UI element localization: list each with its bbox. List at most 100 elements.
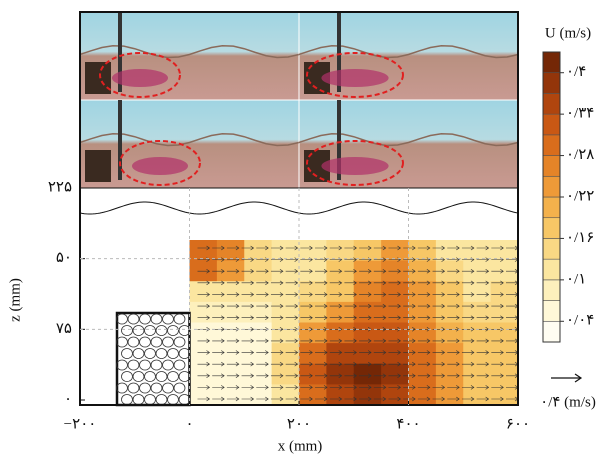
contour-cell	[435, 343, 464, 365]
rod	[118, 12, 122, 92]
velocity-arrow	[403, 361, 416, 367]
velocity-arrow	[344, 350, 357, 355]
velocity-arrow	[476, 315, 490, 320]
velocity-arrow	[329, 315, 343, 320]
velocity-arrow	[315, 292, 328, 297]
velocity-arrow	[461, 315, 475, 320]
contour-cell	[490, 343, 519, 365]
highlight	[99, 52, 181, 98]
velocity-arrow	[432, 373, 446, 379]
velocity-arrow	[256, 245, 269, 251]
velocity-arrow	[403, 350, 416, 355]
photo-panel	[79, 11, 519, 189]
contour-cell	[326, 384, 355, 406]
y-tick-label: ۲۲۵	[48, 179, 72, 195]
velocity-arrow	[403, 303, 416, 309]
contour-cell	[381, 343, 409, 365]
velocity-arrow	[388, 396, 402, 402]
velocity-arrow	[197, 338, 211, 344]
velocity-arrow	[285, 303, 299, 309]
velocity-arrow	[491, 373, 504, 379]
contour-cell	[299, 260, 327, 282]
velocity-arrow	[388, 292, 402, 297]
velocity-arrow	[359, 280, 372, 286]
porous-block	[115, 311, 191, 407]
velocity-arrow	[270, 268, 284, 274]
velocity-arrow	[300, 268, 313, 274]
contour-cell	[463, 363, 492, 385]
contour-cell	[353, 322, 382, 344]
porous-block	[85, 62, 111, 94]
velocity-arrow	[300, 303, 313, 309]
contour-cell	[381, 322, 409, 344]
velocity-arrow	[300, 350, 313, 355]
contour-cell	[463, 281, 492, 303]
colorbar-box	[542, 113, 561, 136]
velocity-arrow	[270, 361, 284, 367]
velocity-arrow	[403, 373, 416, 379]
velocity-arrow	[417, 292, 431, 297]
velocity-arrow	[197, 315, 211, 320]
velocity-arrow	[476, 245, 490, 251]
grain	[178, 325, 191, 336]
grain	[150, 336, 163, 348]
contour-cell	[189, 301, 218, 323]
velocity-arrow	[388, 338, 402, 344]
velocity-arrow	[197, 245, 211, 251]
rod	[337, 12, 341, 92]
velocity-arrow	[212, 350, 225, 355]
contour-cell	[299, 384, 327, 406]
contour-cell	[299, 343, 327, 365]
velocity-arrow	[476, 292, 490, 297]
contour-cell	[271, 240, 300, 262]
contour-cell	[381, 240, 409, 262]
photo	[298, 99, 519, 189]
velocity-arrow	[256, 303, 269, 309]
velocity-arrow	[256, 338, 269, 344]
contour-cell	[189, 384, 218, 406]
rod	[118, 100, 122, 180]
velocity-arrow	[359, 338, 372, 344]
velocity-arrow	[212, 385, 225, 390]
velocity-arrow	[447, 303, 460, 309]
velocity-arrow	[329, 338, 343, 344]
velocity-arrow	[359, 303, 372, 309]
contour-cell	[408, 301, 437, 323]
contour-cell	[299, 301, 327, 323]
colorbar-tick-label: ۰/۰۴	[566, 313, 594, 329]
velocity-arrow	[197, 350, 211, 355]
velocity-arrow	[373, 280, 387, 286]
contour-cell	[271, 281, 300, 303]
velocity-arrow	[447, 361, 460, 367]
velocity-arrow	[226, 396, 240, 402]
velocity-arrow	[241, 350, 255, 355]
velocity-arrow	[432, 315, 446, 320]
velocity-arrow	[476, 303, 490, 309]
velocity-arrow	[270, 373, 284, 379]
velocity-arrow	[461, 350, 475, 355]
grain	[162, 382, 174, 394]
x-tick-label: ۰	[185, 416, 193, 432]
velocity-arrow	[388, 245, 402, 251]
velocity-arrow	[329, 268, 343, 274]
velocity-arrow	[285, 245, 299, 251]
velocity-arrow	[256, 268, 269, 274]
velocity-arrow	[329, 280, 343, 286]
contour-cell	[353, 343, 382, 365]
velocity-arrow	[373, 292, 387, 297]
velocity-arrow	[285, 292, 299, 297]
grain	[173, 382, 186, 394]
velocity-arrow	[373, 361, 387, 367]
grain	[132, 371, 145, 382]
contour-cell	[326, 322, 355, 344]
velocity-arrow	[403, 385, 416, 390]
grain	[178, 348, 191, 359]
contour-cell	[408, 240, 437, 262]
velocity-arrow	[241, 315, 255, 320]
velocity-arrow	[344, 268, 357, 274]
velocity-arrow	[491, 315, 504, 320]
velocity-arrow	[388, 361, 402, 367]
velocity-arrow	[344, 361, 357, 367]
contour-cell	[435, 363, 464, 385]
velocity-arrow	[226, 245, 240, 251]
